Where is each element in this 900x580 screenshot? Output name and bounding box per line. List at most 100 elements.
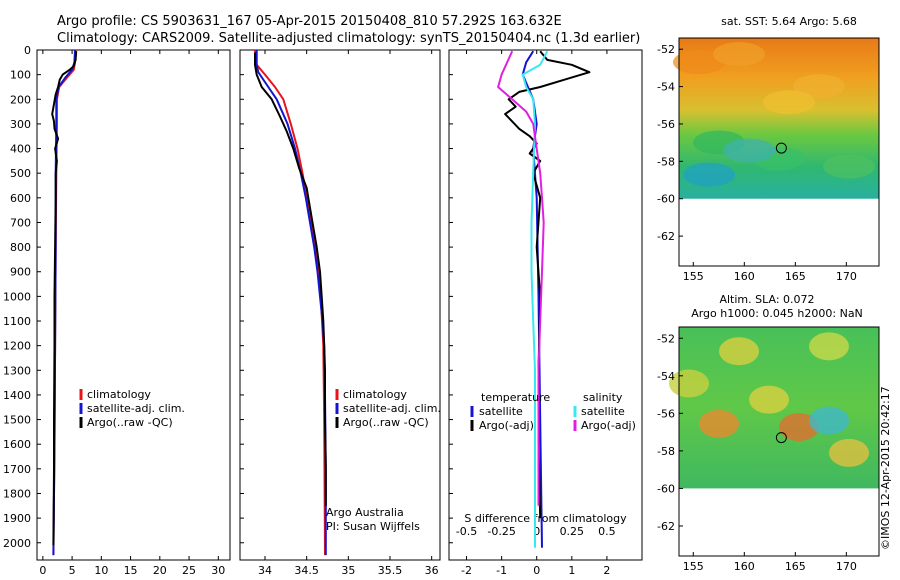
temperature-ytick-label: 0 [24, 44, 31, 57]
sal-legend-label: Argo(-adj) [581, 419, 636, 432]
sst-map-ytick-label: -62 [657, 230, 675, 243]
temperature-ytick-label: 1100 [3, 315, 31, 328]
profile-panels: 0 5 10 15 20 25 300100200300400500600700800900… [3, 44, 643, 580]
temp-legend-label: satellite [479, 405, 523, 418]
sst-map-ytick-label: -52 [657, 43, 675, 56]
salinity-frame [239, 49, 441, 561]
temperature-xtick-label: 10 [94, 564, 108, 577]
temperature-ytick-label: 1700 [3, 463, 31, 476]
sal-legend-heading: salinity [583, 391, 623, 404]
temperature-ytick-label: 1200 [3, 340, 31, 353]
temperature-series-2 [51, 51, 78, 546]
sla-map: 155 160 165 170 -52 -54 -56 -58 -60 -62 Altim. SLA… [657, 293, 880, 573]
temperature-ytick-label: 600 [10, 192, 31, 205]
sst-map-ytick-label: -58 [657, 155, 675, 168]
difference-xtick-top-label: -0.25 [487, 525, 515, 538]
salinity-xtick-label: 35 [341, 564, 355, 577]
sst-map-xtick-label: 170 [836, 270, 857, 283]
difference-xlabel-top: S difference from climatology [464, 512, 627, 525]
temperature-legend-label: Argo(..raw -QC) [87, 416, 173, 429]
figure-title-line1: Argo profile: CS 5903631_167 05-Apr-2015… [57, 14, 562, 29]
temperature-ytick-label: 1400 [3, 389, 31, 402]
salinity-legend-label: satellite-adj. clim. [343, 402, 441, 415]
sla-field-patch [669, 369, 709, 398]
sst-field-patch [793, 74, 845, 99]
sst-map: 155 160 165 170 -52 -54 -56 -58 -60 -62 sat. SST: … [657, 15, 880, 283]
temperature-ytick-label: 800 [10, 241, 31, 254]
panel-salinity: 3434.53535.536salinityclimatologysatelli… [239, 49, 441, 580]
sst-field-patch [673, 50, 725, 75]
sst-map-frame [678, 37, 880, 267]
temperature-ytick-label: 300 [10, 118, 31, 131]
sla-field-patch [699, 409, 739, 438]
sst-field-patch [823, 154, 875, 179]
difference-xtick-top-label: 0 [533, 525, 540, 538]
temperature-xtick-label: 25 [182, 564, 196, 577]
temperature-legend-label: climatology [87, 388, 151, 401]
difference-series-2 [521, 50, 549, 548]
salinity-series-0 [254, 49, 326, 556]
temperature-xtick-label: 30 [211, 564, 225, 577]
sst-map-argo-marker [775, 142, 787, 154]
salinity-xtick-label: 34.5 [294, 564, 319, 577]
sla-map-xtick-label: 170 [836, 560, 857, 573]
sst-map-ytick-label: -54 [657, 81, 675, 94]
sla-map-ytick-label: -58 [657, 445, 675, 458]
sla-map-xtick-label: 155 [683, 560, 704, 573]
credit-text: ©IMOS 12-Apr-2015 20:42:17 [879, 386, 892, 550]
temperature-ytick-label: 200 [10, 93, 31, 106]
temperature-legend-label: satellite-adj. clim. [87, 402, 185, 415]
sla-field-patch [749, 385, 789, 414]
sla-map-title2: Argo h1000: 0.045 h2000: NaN [691, 307, 863, 320]
salinity-xtick-label: 36 [425, 564, 439, 577]
sla-field-patch [719, 337, 759, 366]
sst-map-ytick-label: -56 [657, 118, 675, 131]
temperature-xtick-label: 0 [39, 564, 46, 577]
sst-field-patch [723, 138, 775, 163]
salinity-legend-label: Argo(..raw -QC) [343, 416, 429, 429]
salinity-series-2 [254, 52, 327, 506]
salinity-xtick-label: 34 [258, 564, 272, 577]
temperature-xtick-label: 20 [153, 564, 167, 577]
temperature-ytick-label: 900 [10, 266, 31, 279]
temp-legend-heading: temperature [481, 391, 550, 404]
sla-map-argo-marker [775, 432, 787, 444]
sla-map-ytick-label: -60 [657, 482, 675, 495]
salinity-legend-label: climatology [343, 388, 407, 401]
difference-xtick-label: -2 [461, 564, 472, 577]
temperature-ytick-label: 1800 [3, 487, 31, 500]
temperature-ytick-label: 1000 [3, 290, 31, 303]
difference-xtick-top-label: 0.5 [598, 525, 616, 538]
difference-xtick-label: -1 [496, 564, 507, 577]
temperature-frame [36, 49, 231, 561]
sla-map-ytick-label: -54 [657, 370, 675, 383]
difference-frame [448, 49, 643, 561]
temperature-ytick-label: 1600 [3, 438, 31, 451]
temperature-ytick-label: 1300 [3, 364, 31, 377]
sla-map-ytick-label: -56 [657, 407, 675, 420]
salinity-annotation: PI: Susan Wijffels [326, 520, 420, 533]
temperature-ytick-label: 1900 [3, 512, 31, 525]
sla-field-patch [809, 332, 849, 361]
salinity-xtick-label: 35.5 [378, 564, 403, 577]
sla-field-patch [829, 438, 869, 467]
sst-map-title: sat. SST: 5.64 Argo: 5.68 [721, 15, 857, 28]
panel-difference: -2 -1 0 1 2 -0.5 -0.25 0 0.25 0.5S difference fro… [448, 49, 643, 580]
temp-legend-label: Argo(-adj) [479, 419, 534, 432]
sla-map-title: Altim. SLA: 0.072 [719, 293, 814, 306]
sla-map-ytick-label: -62 [657, 520, 675, 533]
difference-xtick-top-label: -0.5 [456, 525, 477, 538]
temperature-ytick-label: 1500 [3, 414, 31, 427]
difference-xtick-label: 0 [533, 564, 540, 577]
sla-map-ytick-label: -52 [657, 332, 675, 345]
temperature-series-1 [52, 49, 76, 556]
difference-xtick-label: 2 [603, 564, 610, 577]
sst-map-xtick-label: 160 [734, 270, 755, 283]
sst-field-patch [713, 42, 765, 67]
difference-xtick-label: 1 [568, 564, 575, 577]
temperature-ytick-label: 500 [10, 167, 31, 180]
temperature-xtick-label: 5 [69, 564, 76, 577]
sst-map-ytick-label: -60 [657, 193, 675, 206]
sla-map-xtick-label: 160 [734, 560, 755, 573]
